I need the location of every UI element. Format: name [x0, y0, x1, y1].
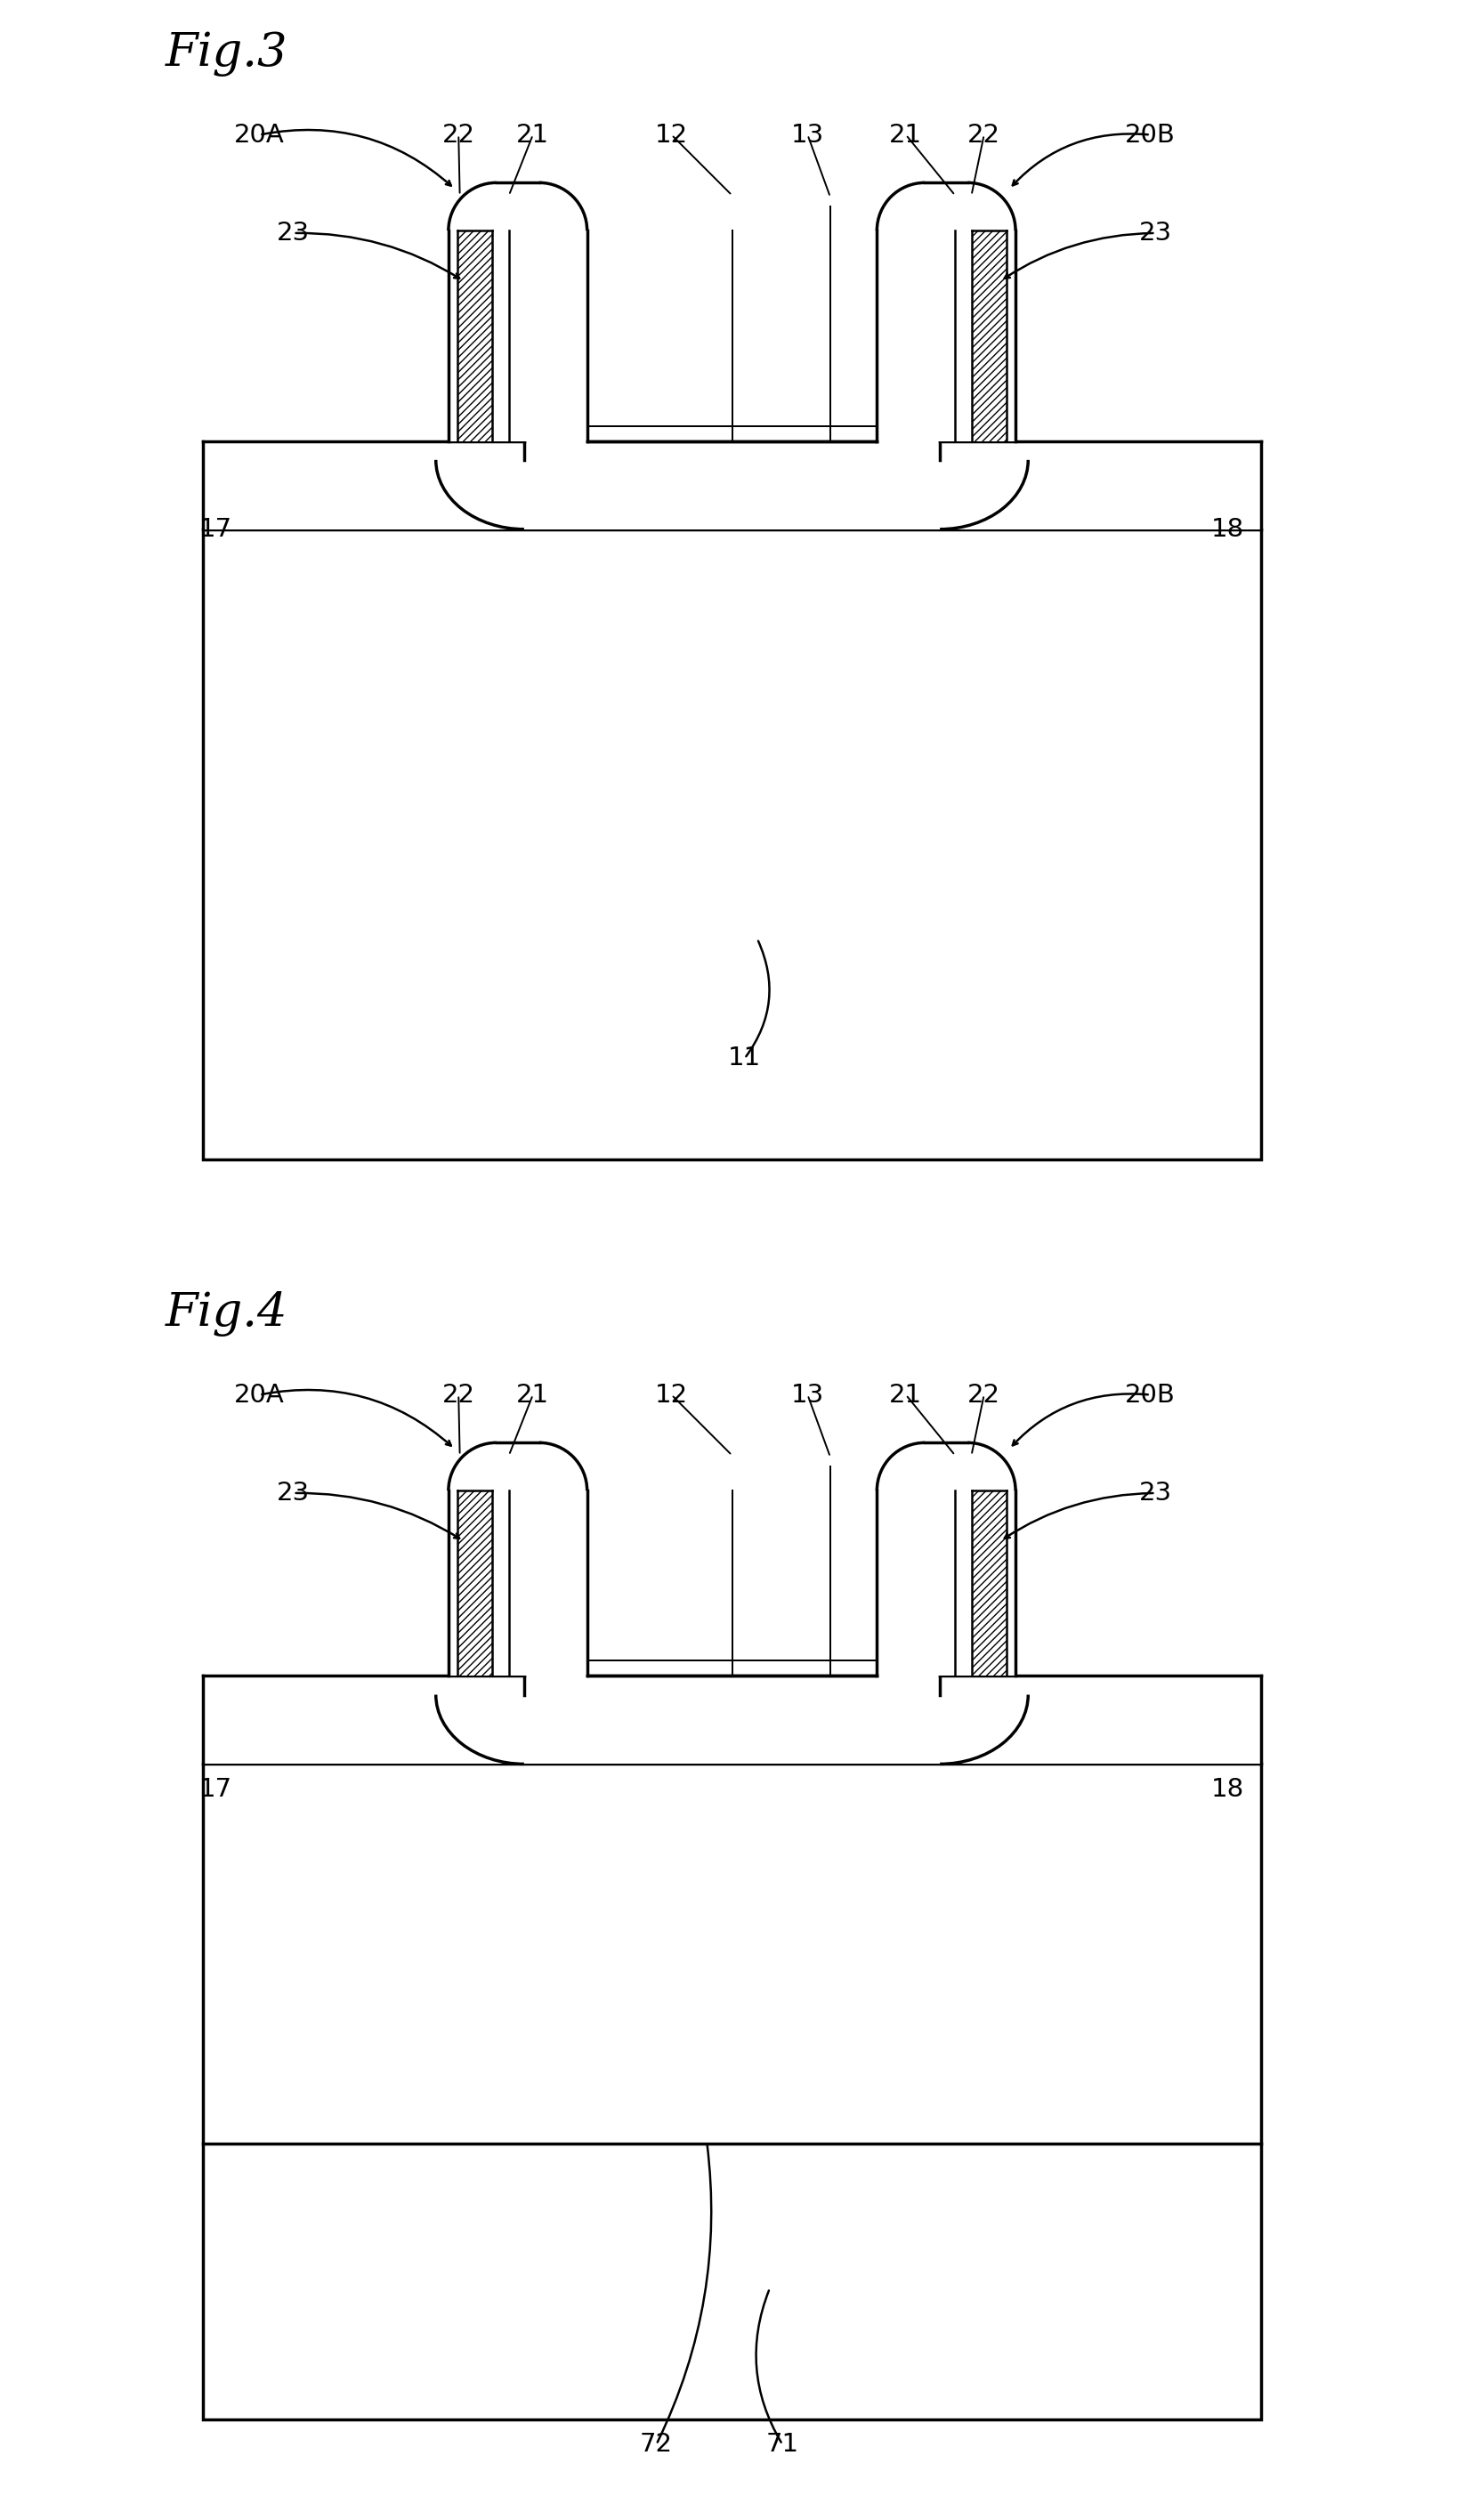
Bar: [457, 232, 492, 441]
Bar: [448, 184, 587, 441]
Text: 23: 23: [1139, 1482, 1173, 1504]
Text: 17: 17: [199, 517, 231, 542]
Text: 22: 22: [442, 1383, 474, 1406]
Text: 23: 23: [277, 222, 310, 244]
Bar: [940, 441, 1262, 529]
Bar: [524, 441, 940, 529]
Text: 12: 12: [654, 123, 688, 146]
Text: 23: 23: [1139, 222, 1173, 244]
Text: 17: 17: [199, 1777, 231, 1802]
Text: Fig.4: Fig.4: [165, 1290, 287, 1338]
Text: 22: 22: [968, 123, 1000, 146]
Text: 21: 21: [517, 1383, 549, 1406]
Text: 18: 18: [1211, 1777, 1244, 1802]
Text: 21: 21: [890, 123, 922, 146]
Text: 18: 18: [1211, 517, 1244, 542]
Text: 20B: 20B: [1124, 123, 1176, 146]
Text: 72: 72: [640, 2432, 673, 2457]
Bar: [877, 184, 1016, 441]
Bar: [202, 441, 524, 529]
Text: 21: 21: [517, 123, 549, 146]
Text: 11: 11: [728, 1046, 761, 1071]
Bar: [448, 1441, 587, 1676]
Bar: [202, 1764, 1262, 2419]
Bar: [972, 1492, 1007, 1676]
Bar: [972, 232, 1007, 441]
Bar: [202, 529, 1262, 1159]
Text: 13: 13: [791, 1383, 824, 1406]
Bar: [940, 1676, 1262, 1764]
Bar: [877, 1441, 1016, 1676]
Text: Fig.3: Fig.3: [165, 33, 287, 78]
Text: 20A: 20A: [234, 1383, 284, 1406]
Bar: [524, 1676, 940, 1764]
Text: 20A: 20A: [234, 123, 284, 146]
Text: 71: 71: [766, 2432, 799, 2457]
Text: 12: 12: [654, 1383, 688, 1406]
Text: 23: 23: [277, 1482, 310, 1504]
Text: 20B: 20B: [1124, 1383, 1176, 1406]
Text: 21: 21: [890, 1383, 922, 1406]
Text: 22: 22: [968, 1383, 1000, 1406]
Text: 22: 22: [442, 123, 474, 146]
Text: 13: 13: [791, 123, 824, 146]
Bar: [202, 1676, 524, 1764]
Bar: [457, 1492, 492, 1676]
